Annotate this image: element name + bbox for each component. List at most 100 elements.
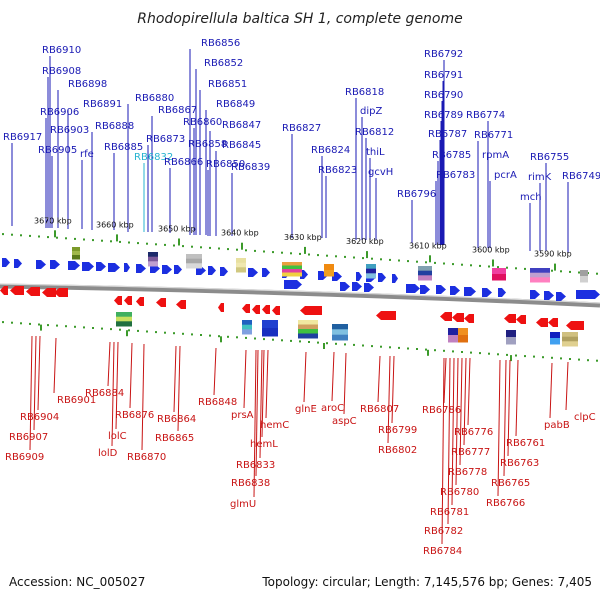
bottom-gene-label[interactable]: lolC xyxy=(108,431,127,442)
top-gene-label[interactable]: RB6860 xyxy=(183,117,222,128)
top-gene-label[interactable]: rfe xyxy=(80,149,94,160)
lower-ruler-dot xyxy=(479,352,481,355)
top-gene-label[interactable]: RB6851 xyxy=(208,79,247,90)
top-gene-label[interactable]: RB6771 xyxy=(474,130,513,141)
upper-ruler-dot xyxy=(299,252,301,255)
bottom-gene-label[interactable]: RB6838 xyxy=(231,478,270,489)
top-gene-label[interactable]: thiL xyxy=(366,147,385,158)
top-gene-label[interactable]: RB6832 xyxy=(134,152,173,163)
top-gene-label[interactable]: RB6898 xyxy=(68,79,107,90)
bottom-gene-label[interactable]: RB6904 xyxy=(20,412,59,423)
bottom-gene-label[interactable]: glmU xyxy=(230,499,256,510)
top-gene-label[interactable]: rpmA xyxy=(482,150,509,161)
bottom-gene-label[interactable]: RB6865 xyxy=(155,433,194,444)
bottom-gene-label[interactable]: RB6778 xyxy=(448,467,487,478)
bottom-gene-label[interactable]: RB6777 xyxy=(451,447,490,458)
bottom-gene-label[interactable]: RB6781 xyxy=(430,507,469,518)
top-gene-label[interactable]: RB6888 xyxy=(95,121,134,132)
top-gene-label[interactable]: RB6796 xyxy=(397,189,436,200)
bottom-gene-label[interactable]: RB6765 xyxy=(491,478,530,489)
domain-box xyxy=(116,312,132,318)
top-gene-label[interactable]: RB6827 xyxy=(282,123,321,134)
bottom-gene-label[interactable]: RB6876 xyxy=(115,410,154,421)
bottom-gene-label[interactable]: lolD xyxy=(98,448,118,459)
bottom-gene-label[interactable]: RB6786 xyxy=(422,405,461,416)
top-gene-label[interactable]: RB6891 xyxy=(83,99,122,110)
top-gene-label[interactable]: RB6823 xyxy=(318,165,357,176)
top-gene-label[interactable]: RB6783 xyxy=(436,170,475,181)
top-gene-label[interactable]: RB6906 xyxy=(40,107,79,118)
bottom-gene-label[interactable]: clpC xyxy=(574,412,596,423)
top-gene-label[interactable]: RB6818 xyxy=(345,87,384,98)
bottom-gene-label[interactable]: RB6884 xyxy=(85,388,124,399)
bottom-gene-label[interactable]: RB6784 xyxy=(423,546,462,557)
bottom-gene-label[interactable]: RB6864 xyxy=(157,414,196,425)
top-gene-label[interactable]: gcvH xyxy=(368,167,393,178)
top-gene-label[interactable]: RB6850 xyxy=(206,159,245,170)
top-gene-label[interactable]: RB6774 xyxy=(466,110,505,121)
bottom-gene-label[interactable]: RB6909 xyxy=(5,452,44,463)
forward-gene-arrow xyxy=(544,291,554,300)
top-gene-label[interactable]: RB6785 xyxy=(432,150,471,161)
backbone-line xyxy=(0,283,600,308)
top-gene-label[interactable]: RB6908 xyxy=(42,66,81,77)
upper-ruler-dot xyxy=(191,245,193,248)
bottom-gene-label[interactable]: RB6807 xyxy=(360,404,399,415)
top-gene-label[interactable]: RB6824 xyxy=(311,145,350,156)
top-gene-label[interactable]: mch xyxy=(520,192,542,203)
top-gene-label[interactable]: RB6856 xyxy=(201,38,240,49)
bottom-gene-label[interactable]: RB6763 xyxy=(500,458,539,469)
top-gene-label[interactable]: RB6880 xyxy=(135,93,174,104)
top-gene-label[interactable]: RB6903 xyxy=(50,125,89,136)
top-gene-label[interactable]: RB6905 xyxy=(38,145,77,156)
domain-box xyxy=(262,320,278,329)
scale-tick xyxy=(510,355,512,362)
bottom-gene-label[interactable]: RB6782 xyxy=(424,526,463,537)
top-gene-label[interactable]: RB6873 xyxy=(146,134,185,145)
bottom-gene-label[interactable]: RB6780 xyxy=(440,487,479,498)
bottom-gene-label[interactable]: aspC xyxy=(332,416,357,427)
bottom-gene-label[interactable]: hemL xyxy=(250,439,278,450)
lower-ruler-dot xyxy=(146,330,148,333)
top-gene-label[interactable]: RB6849 xyxy=(216,99,255,110)
bottom-gene-label[interactable]: RB6761 xyxy=(506,438,545,449)
top-gene-label[interactable]: RB6845 xyxy=(222,140,261,151)
top-gene-label[interactable]: pcrA xyxy=(494,170,517,181)
top-gene-label[interactable]: rimK xyxy=(528,172,552,183)
bottom-gene-label[interactable]: RB6870 xyxy=(127,452,166,463)
top-gene-label[interactable]: RB6917 xyxy=(3,132,42,143)
top-gene-label[interactable]: RB6866 xyxy=(164,157,203,168)
bottom-gene-label[interactable]: RB6907 xyxy=(9,432,48,443)
bottom-gene-label[interactable]: RB6848 xyxy=(198,397,237,408)
top-gene-label[interactable]: RB6812 xyxy=(355,127,394,138)
top-gene-label[interactable]: RB6789 xyxy=(424,110,463,121)
top-gene-label[interactable]: RB6749 xyxy=(562,171,600,182)
bottom-gene-label[interactable]: prsA xyxy=(231,410,254,421)
top-gene-label[interactable]: RB6885 xyxy=(104,142,143,153)
lower-ruler-dot xyxy=(110,328,112,331)
top-gene-label[interactable]: RB6910 xyxy=(42,45,81,56)
top-gene-label[interactable]: RB6847 xyxy=(222,120,261,131)
bottom-gene-label[interactable]: hemC xyxy=(260,420,289,431)
bottom-gene-label[interactable]: RB6766 xyxy=(486,498,525,509)
bottom-gene-label[interactable]: RB6901 xyxy=(57,395,96,406)
reverse-gene-arrow xyxy=(114,296,122,305)
top-gene-label[interactable]: RB6852 xyxy=(204,58,243,69)
top-gene-label[interactable]: RB6791 xyxy=(424,70,463,81)
domain-box xyxy=(242,320,252,326)
top-gene-label[interactable]: RB6792 xyxy=(424,49,463,60)
bottom-gene-label[interactable]: pabB xyxy=(544,420,570,431)
bottom-gene-label[interactable]: RB6833 xyxy=(236,460,275,471)
top-gene-label[interactable]: RB6867 xyxy=(158,105,197,116)
top-gene-label[interactable]: RB6839 xyxy=(231,162,270,173)
top-gene-label[interactable]: dipZ xyxy=(360,106,382,117)
top-gene-label[interactable]: RB6858 xyxy=(188,139,227,150)
bottom-gene-label[interactable]: RB6799 xyxy=(378,425,417,436)
bottom-gene-label[interactable]: glnE xyxy=(295,404,317,415)
top-gene-label[interactable]: RB6790 xyxy=(424,90,463,101)
bottom-gene-label[interactable]: RB6802 xyxy=(378,445,417,456)
bottom-gene-label[interactable]: aroC xyxy=(321,403,344,414)
top-gene-label[interactable]: RB6755 xyxy=(530,152,569,163)
top-gene-label[interactable]: RB6787 xyxy=(428,129,467,140)
bottom-gene-label[interactable]: RB6776 xyxy=(454,427,493,438)
